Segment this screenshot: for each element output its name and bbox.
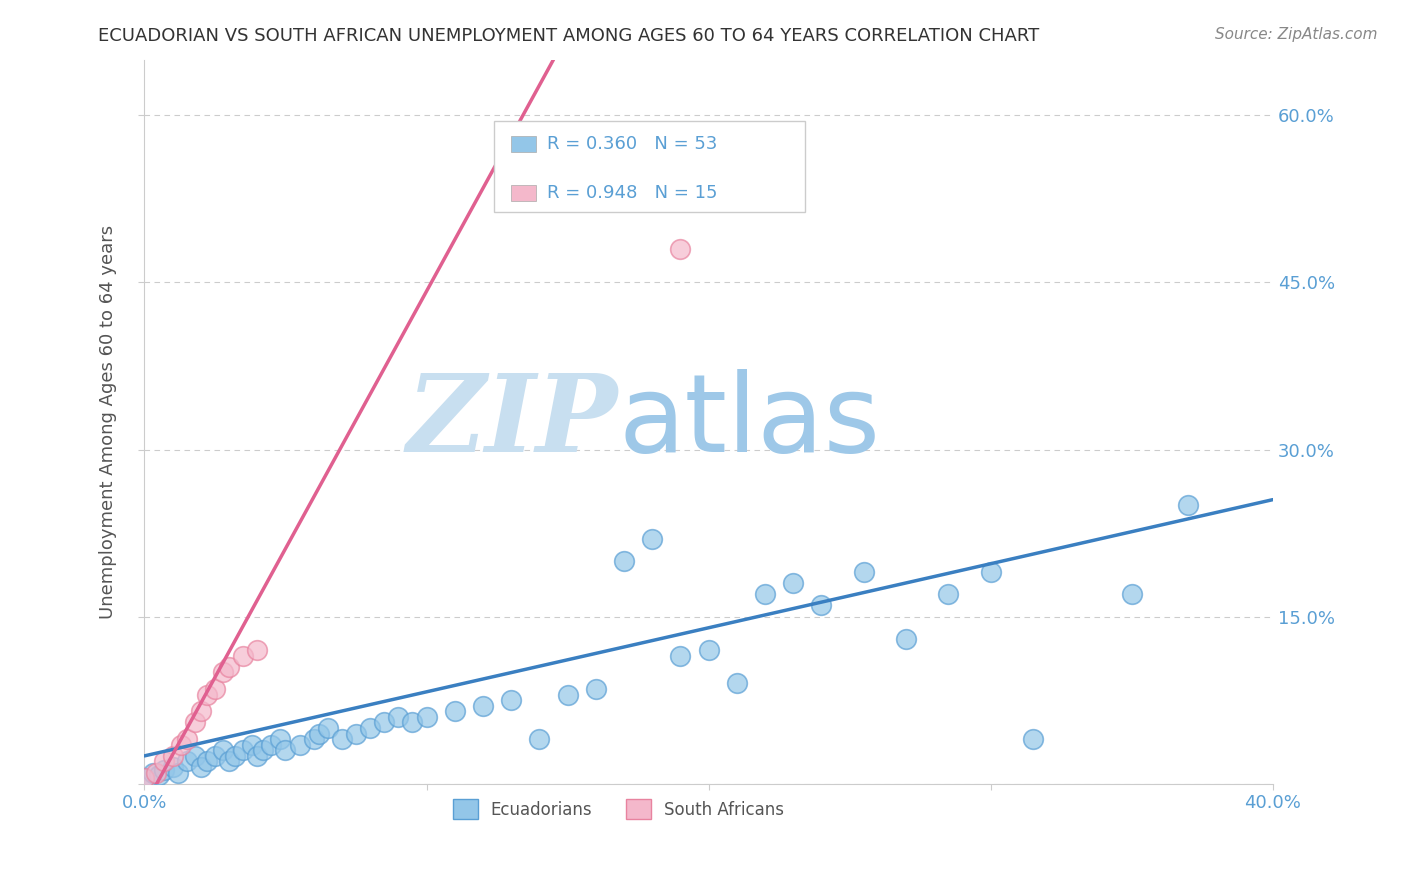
Point (204, 681, 226, 696)
Point (529, 732, 551, 747)
Point (142, 765, 165, 780)
Point (782, 576, 804, 591)
Point (246, 748, 269, 763)
Point (401, 715, 423, 730)
Point (1022, 732, 1045, 747)
Point (170, 738, 193, 752)
Point (557, 688, 579, 702)
Point (302, 732, 325, 747)
Point (232, 648, 254, 663)
Point (176, 755, 198, 769)
Point (725, 676, 748, 690)
Legend: Ecuadorians, South Africans: Ecuadorians, South Africans (446, 792, 790, 826)
Point (274, 743, 297, 757)
Point (585, 681, 607, 696)
Point (415, 710, 437, 724)
Point (852, 565, 875, 579)
Point (1121, 587, 1143, 601)
Text: atlas: atlas (619, 368, 880, 475)
Point (308, 726, 330, 740)
Point (145, 765, 167, 780)
Point (894, 632, 917, 646)
Text: ZIP: ZIP (406, 368, 619, 475)
Point (387, 710, 409, 724)
Point (195, 688, 218, 702)
Point (134, 771, 156, 785)
Point (754, 587, 776, 601)
Point (232, 743, 254, 757)
Point (288, 738, 311, 752)
Point (471, 698, 494, 713)
Text: Source: ZipAtlas.com: Source: ZipAtlas.com (1215, 27, 1378, 42)
Point (316, 721, 339, 735)
Point (669, 648, 692, 663)
Point (269, 732, 291, 747)
Point (224, 748, 246, 763)
Point (212, 665, 235, 680)
Text: R = 0.360   N = 53: R = 0.360 N = 53 (547, 136, 717, 153)
Point (212, 743, 235, 757)
Point (641, 532, 664, 546)
Point (153, 755, 176, 769)
Point (252, 743, 274, 757)
Point (443, 704, 465, 718)
Point (1177, 498, 1199, 512)
Point (501, 693, 523, 707)
FancyBboxPatch shape (512, 136, 536, 153)
Point (162, 748, 184, 763)
Point (938, 587, 960, 601)
Point (246, 643, 269, 657)
Point (218, 659, 240, 673)
Y-axis label: Unemployment Among Ages 60 to 64 years: Unemployment Among Ages 60 to 64 years (100, 225, 117, 619)
Point (184, 748, 207, 763)
Point (240, 738, 263, 752)
Point (176, 732, 198, 747)
Point (697, 643, 720, 657)
Point (162, 760, 184, 774)
Point (190, 704, 212, 718)
Point (195, 755, 218, 769)
Point (260, 738, 283, 752)
FancyBboxPatch shape (495, 121, 804, 211)
Point (330, 732, 353, 747)
Point (810, 599, 832, 613)
Point (613, 554, 636, 568)
Text: R = 0.948   N = 15: R = 0.948 N = 15 (547, 184, 717, 202)
Point (669, 242, 692, 256)
Point (167, 765, 190, 780)
Point (148, 768, 170, 782)
Point (980, 565, 1002, 579)
Point (218, 755, 240, 769)
Point (344, 726, 367, 740)
Point (134, 771, 156, 785)
Text: ECUADORIAN VS SOUTH AFRICAN UNEMPLOYMENT AMONG AGES 60 TO 64 YEARS CORRELATION C: ECUADORIAN VS SOUTH AFRICAN UNEMPLOYMENT… (98, 27, 1039, 45)
Point (204, 748, 226, 763)
Point (184, 715, 207, 730)
Point (359, 721, 381, 735)
Point (190, 760, 212, 774)
FancyBboxPatch shape (512, 185, 536, 201)
Point (373, 715, 395, 730)
Point (153, 764, 176, 778)
